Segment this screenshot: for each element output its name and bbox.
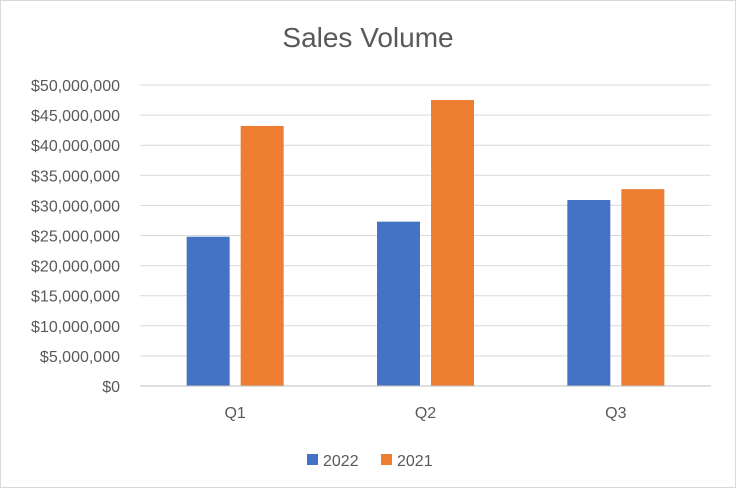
y-tick-label: $5,000,000 — [40, 349, 120, 366]
chart-title: Sales Volume — [282, 22, 453, 53]
legend-swatch-2022 — [307, 454, 318, 465]
y-tick-label: $50,000,000 — [31, 78, 120, 95]
y-tick-label: $0 — [102, 379, 120, 396]
gridlines — [140, 84, 711, 357]
y-tick-label: $45,000,000 — [31, 108, 120, 125]
y-tick-label: $35,000,000 — [31, 168, 120, 185]
bar-2022-Q2 — [377, 221, 420, 386]
bars — [186, 100, 665, 387]
bar-2022-Q1 — [186, 236, 230, 386]
legend-label-2022: 2022 — [323, 453, 359, 470]
y-tick-label: $40,000,000 — [31, 138, 120, 155]
y-tick-label: $30,000,000 — [31, 198, 120, 215]
y-tick-label: $15,000,000 — [31, 289, 120, 306]
bar-2022-Q3 — [567, 199, 611, 386]
bar-2021-Q2 — [431, 100, 474, 387]
y-tick-label: $20,000,000 — [31, 259, 120, 276]
x-tick-label: Q2 — [415, 405, 436, 422]
y-axis-tick-labels: $0 $5,000,000 $10,000,000 $15,000,000 $20,00… — [31, 78, 120, 396]
x-tick-label: Q1 — [224, 405, 245, 422]
bar-2021-Q1 — [240, 125, 284, 386]
x-tick-label: Q3 — [605, 405, 626, 422]
x-axis-tick-labels: Q1 Q2 Q3 — [224, 405, 626, 422]
legend-label-2021: 2021 — [397, 453, 433, 470]
legend: 2022 2021 — [307, 453, 433, 470]
y-tick-label: $10,000,000 — [31, 319, 120, 336]
bar-2021-Q3 — [621, 189, 665, 386]
legend-swatch-2021 — [381, 454, 392, 465]
y-tick-label: $25,000,000 — [31, 229, 120, 246]
